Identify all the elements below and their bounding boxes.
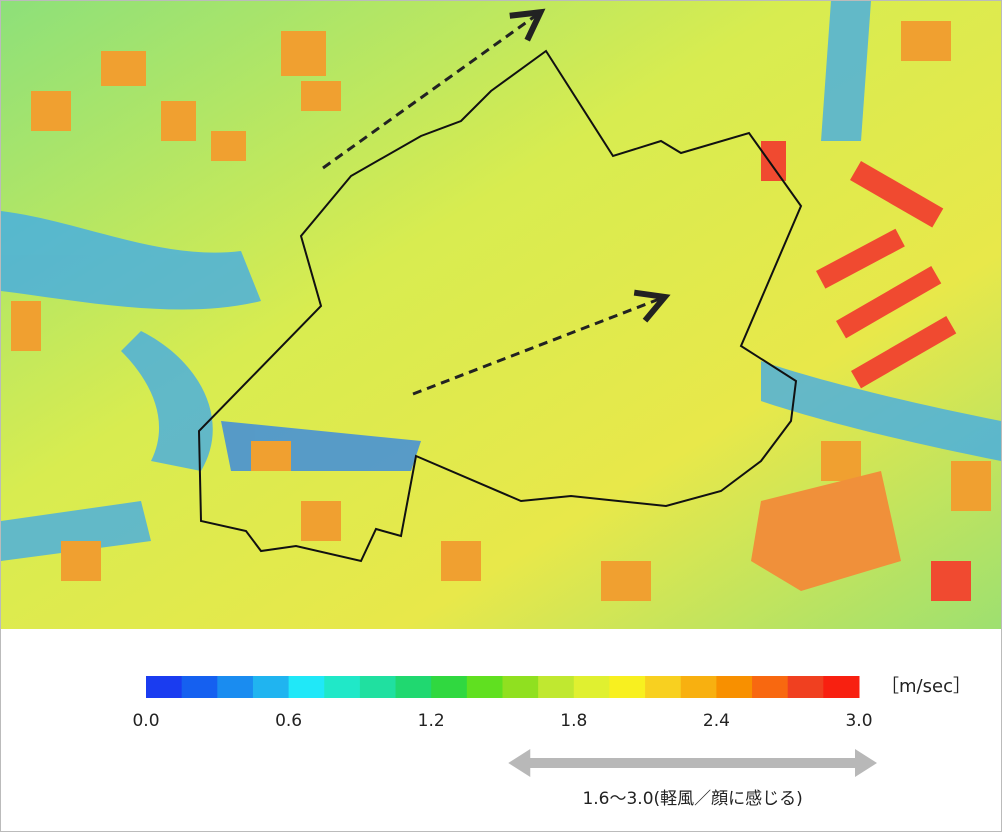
colorbar-segment [359, 676, 397, 698]
colorbar-segment [538, 676, 575, 698]
colorbar-segment [752, 676, 789, 698]
colorbar-segment [573, 676, 610, 698]
wind-map [1, 1, 1001, 629]
colorbar-segment [181, 676, 218, 698]
colorbar-tick-label: 3.0 [845, 711, 872, 731]
range-arrow [508, 749, 877, 777]
colorbar-segment [431, 676, 468, 698]
colorbar-segment [609, 676, 646, 698]
high-wind-blocks [761, 141, 971, 601]
colorbar-tick-label: 0.0 [132, 711, 159, 731]
colorbar-segment [252, 676, 290, 698]
annotation-text: 1.6～3.0(軽風／顔に感じる) [582, 789, 802, 809]
colorbar-segment [324, 676, 361, 698]
colorbar-segment [288, 676, 325, 698]
colorbar-tick-label: 1.2 [418, 711, 445, 731]
colorbar-tick-label: 1.8 [560, 711, 587, 731]
colorbar-segment [787, 676, 824, 698]
colorbar-segment [680, 676, 717, 698]
colorbar-tick-label: 2.4 [703, 711, 730, 731]
colorbar-segment [395, 676, 432, 698]
colorbar-segment [645, 676, 682, 698]
colorbar-tick-label: 0.6 [275, 711, 302, 731]
colorbar-unit: ［m/sec］ [881, 676, 971, 697]
colorbar-segment [716, 676, 753, 698]
colorbar-segment [823, 676, 860, 698]
colorbar-segment [502, 676, 539, 698]
colorbar-segment [146, 676, 183, 698]
colorbar-segment [217, 676, 254, 698]
site-boundary [197, 49, 803, 563]
colorbar-segment [466, 676, 503, 698]
high-wind-buildings [11, 21, 991, 601]
